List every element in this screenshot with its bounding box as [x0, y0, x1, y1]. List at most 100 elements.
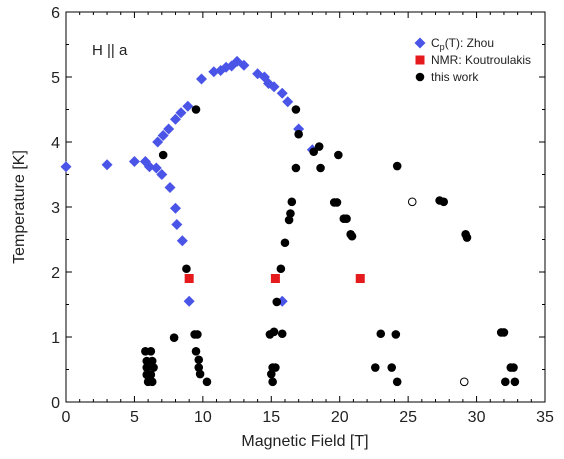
- point-circle: [149, 363, 158, 372]
- y-tick-label: 4: [51, 135, 60, 152]
- point-circle: [195, 369, 205, 379]
- point-diamond: [60, 161, 72, 173]
- point-diamond: [268, 81, 280, 93]
- point-circle: [277, 329, 287, 339]
- point-circle: [439, 197, 449, 207]
- point-diamond: [182, 100, 194, 112]
- x-tick-label: 20: [331, 409, 349, 426]
- point-circle: [387, 363, 397, 372]
- point-circle: [194, 355, 204, 365]
- point-circle: [266, 369, 276, 379]
- point-circle: [314, 142, 324, 151]
- axis-ticks: 0 5 10 15 20 25 30 35 0 1 2 3 4 5 6: [51, 5, 554, 426]
- x-tick-label: 15: [262, 409, 280, 426]
- point-circle: [291, 163, 301, 173]
- point-circle: [191, 105, 201, 114]
- point-circle: [146, 370, 156, 380]
- point-circle: [509, 363, 518, 372]
- annotation: H || a: [92, 42, 128, 59]
- point-diamond: [143, 161, 155, 173]
- legend-label: Cp(T): Zhou: [431, 36, 494, 52]
- point-diamond: [163, 123, 175, 135]
- point-circle: [294, 129, 303, 139]
- point-open-circle: [459, 377, 469, 387]
- point-circle: [391, 330, 401, 339]
- point-square: [355, 274, 365, 283]
- point-diamond: [276, 87, 288, 99]
- point-circle: [501, 377, 510, 387]
- legend-label: this work: [431, 70, 479, 84]
- point-circle: [499, 328, 509, 337]
- point-diamond: [238, 59, 250, 71]
- x-tick-label: 5: [130, 409, 139, 426]
- x-tick-label: 10: [194, 409, 212, 426]
- point-diamond: [150, 162, 162, 174]
- point-diamond: [164, 182, 176, 193]
- point-circle: [284, 215, 294, 225]
- point-diamond: [169, 113, 181, 125]
- data-points: [60, 55, 520, 387]
- point-circle: [158, 150, 168, 160]
- point-circle: [462, 233, 472, 242]
- point-circle: [268, 377, 277, 387]
- point-diamond: [152, 136, 164, 148]
- point-circle: [287, 197, 297, 207]
- point-diamond: [171, 219, 183, 231]
- point-circle: [280, 238, 290, 248]
- point-circle: [376, 329, 386, 339]
- point-circle: [309, 147, 319, 157]
- point-circle: [146, 347, 156, 356]
- point-circle: [202, 377, 212, 387]
- point-circle: [272, 297, 282, 307]
- point-circle: [342, 214, 351, 223]
- point-diamond: [157, 130, 169, 141]
- y-tick-label: 5: [51, 70, 60, 87]
- point-circle: [271, 363, 280, 372]
- point-circle: [316, 163, 325, 173]
- point-diamond: [208, 66, 220, 78]
- x-axis-label: Magnetic Field [T]: [241, 433, 368, 450]
- x-tick-label: 0: [62, 409, 71, 426]
- point-circle: [286, 209, 295, 218]
- x-tick-label: 35: [536, 409, 554, 426]
- point-diamond: [175, 107, 187, 119]
- point-diamond: [176, 235, 188, 247]
- point-circle: [332, 198, 342, 207]
- point-circle: [276, 264, 286, 274]
- point-diamond: [282, 96, 294, 108]
- point-circle: [182, 264, 191, 274]
- legend-marker-square: [415, 55, 425, 65]
- legend-marker-diamond: [414, 37, 426, 49]
- point-diamond: [128, 156, 140, 167]
- y-tick-label: 1: [51, 330, 60, 347]
- point-circle: [147, 356, 157, 366]
- point-diamond: [183, 295, 195, 307]
- point-circle: [334, 150, 343, 160]
- legend-marker-circle: [415, 72, 425, 82]
- point-circle: [347, 231, 357, 241]
- point-diamond: [156, 169, 168, 180]
- point-diamond: [195, 73, 207, 85]
- point-circle: [510, 377, 520, 387]
- point-square: [184, 274, 194, 283]
- y-axis-label: Temperature [K]: [11, 150, 28, 264]
- point-circle: [193, 330, 202, 339]
- y-tick-label: 0: [51, 395, 60, 412]
- point-circle: [370, 363, 380, 372]
- point-circle: [392, 161, 402, 171]
- point-circle: [142, 363, 152, 372]
- point-circle: [269, 327, 279, 337]
- x-tick-label: 25: [399, 409, 417, 426]
- y-tick-label: 2: [51, 265, 60, 282]
- point-circle: [191, 347, 201, 356]
- y-tick-label: 3: [51, 200, 60, 217]
- y-tick-label: 6: [51, 5, 60, 22]
- point-circle: [194, 363, 204, 372]
- point-diamond: [101, 159, 113, 171]
- point-circle: [169, 333, 179, 342]
- point-circle: [291, 105, 301, 114]
- legend-label: NMR: Koutroulakis: [431, 53, 531, 67]
- point-open-circle: [407, 197, 417, 207]
